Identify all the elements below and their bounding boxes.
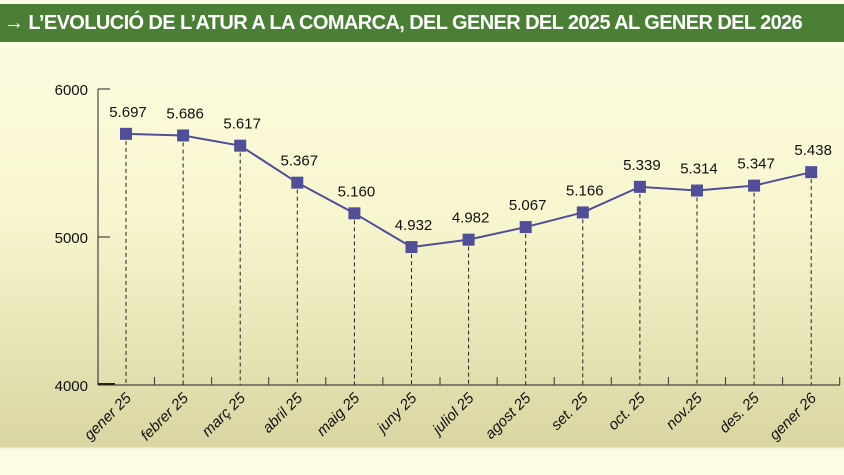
x-tick-label: febrer 25: [137, 389, 192, 444]
data-point: [691, 184, 703, 197]
data-label: 5.697: [109, 104, 147, 121]
data-label: 5.367: [281, 153, 319, 170]
data-point: [519, 221, 532, 234]
x-tick-label: juliol 25: [428, 389, 478, 439]
x-tick-label: abril 25: [259, 389, 306, 436]
data-point: [748, 179, 761, 192]
x-tick-label: agost 25: [482, 389, 535, 442]
data-label: 5.686: [166, 105, 204, 122]
x-tick-label: maig 25: [313, 389, 363, 439]
data-point: [234, 139, 247, 152]
x-tick-label: juny 25: [373, 389, 421, 437]
data-label: 5.166: [566, 182, 604, 199]
x-tick-label: gener 25: [81, 389, 135, 443]
data-label: 4.932: [395, 217, 433, 234]
x-tick-label: març 25: [199, 389, 250, 440]
data-label: 5.314: [680, 161, 718, 178]
data-label: 5.067: [509, 197, 547, 214]
data-point: [120, 127, 132, 140]
data-point: [633, 180, 646, 193]
data-point: [348, 207, 361, 220]
data-label: 5.347: [737, 156, 775, 173]
x-tick-label: nov.25: [663, 389, 707, 433]
data-label: 5.617: [223, 116, 261, 133]
data-point: [462, 233, 475, 246]
y-tick-label: 4000: [55, 378, 88, 395]
x-tick-label: oct. 25: [605, 389, 649, 433]
chart-title: → L’EVOLUCIÓ DE L’ATUR A LA COMARCA, DEL…: [0, 4, 844, 42]
series-line: [125, 132, 812, 249]
data-label: 5.438: [794, 142, 832, 159]
data-point: [177, 129, 190, 142]
x-tick-label: set. 25: [548, 389, 592, 433]
data-label: 5.160: [338, 183, 376, 200]
data-point: [576, 206, 589, 219]
x-tick-label: des. 25: [716, 389, 763, 436]
data-label: 5.339: [623, 157, 661, 174]
y-tick-label: 5000: [55, 230, 88, 247]
x-tick-label: gener 26: [766, 389, 820, 443]
y-tick-label: 6000: [55, 82, 88, 99]
data-point: [291, 176, 304, 189]
data-label: 4.982: [452, 210, 490, 227]
data-point: [405, 241, 418, 254]
data-point: [805, 166, 818, 179]
